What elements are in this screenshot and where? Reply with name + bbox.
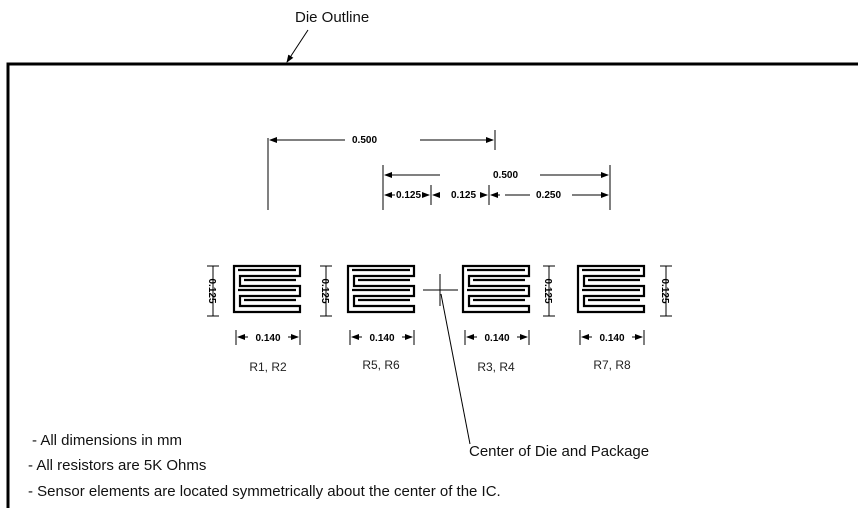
center-label: Center of Die and Package xyxy=(469,443,649,460)
die-outline-leader xyxy=(286,29,309,63)
resistor-r3-r4: 0.140 0.125 R3, R4 xyxy=(461,264,555,374)
resistor-r7-r8: 0.140 0.125 R7, R8 xyxy=(576,264,672,372)
dimension-offsets: 0.125 0.125 0.250 xyxy=(384,185,609,205)
resistor-label-r5-r6: R5, R6 xyxy=(362,358,400,372)
note-symmetry: - Sensor elements are located symmetrica… xyxy=(28,483,501,500)
dimension-second-span: 0.500 xyxy=(382,165,611,210)
dimension-width-r7: 0.140 xyxy=(599,333,624,344)
dimension-top-label: 0.500 xyxy=(352,135,377,146)
dimension-height-r1: 0.125 xyxy=(206,278,217,303)
dimension-width-r5: 0.140 xyxy=(369,333,394,344)
dimension-offset-left: 0.125 xyxy=(396,190,421,201)
dimension-height-r7: 0.125 xyxy=(659,278,670,303)
resistor-label-r1-r2: R1, R2 xyxy=(249,360,287,374)
resistor-label-r3-r4: R3, R4 xyxy=(477,360,515,374)
die-outline-label: Die Outline xyxy=(295,9,369,26)
note-dimensions: - All dimensions in mm xyxy=(32,432,182,449)
dimension-height-r3: 0.125 xyxy=(542,278,553,303)
note-resistors: - All resistors are 5K Ohms xyxy=(28,457,206,474)
dimension-width-r1: 0.140 xyxy=(255,333,280,344)
dimension-top-span: 0.500 xyxy=(267,130,496,210)
dimension-height-r5: 0.125 xyxy=(319,278,330,303)
center-crosshair xyxy=(423,274,458,306)
die-outline-frame xyxy=(6,62,858,508)
resistor-r5-r6: 0.125 0.140 R5, R6 xyxy=(319,264,416,372)
center-leader xyxy=(440,293,471,445)
dimension-offset-far: 0.250 xyxy=(536,190,561,201)
resistor-label-r7-r8: R7, R8 xyxy=(593,358,631,372)
resistor-r1-r2: 0.125 0.140 R1, R2 xyxy=(206,264,302,374)
dimension-second-label: 0.500 xyxy=(493,170,518,181)
dimension-offset-right: 0.125 xyxy=(451,190,476,201)
dimension-width-r3: 0.140 xyxy=(484,333,509,344)
